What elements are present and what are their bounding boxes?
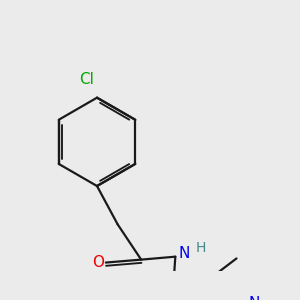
Text: N: N <box>249 296 260 300</box>
Text: N: N <box>178 246 190 261</box>
Text: H: H <box>196 241 206 255</box>
Text: O: O <box>92 255 104 270</box>
Text: Cl: Cl <box>79 72 94 87</box>
